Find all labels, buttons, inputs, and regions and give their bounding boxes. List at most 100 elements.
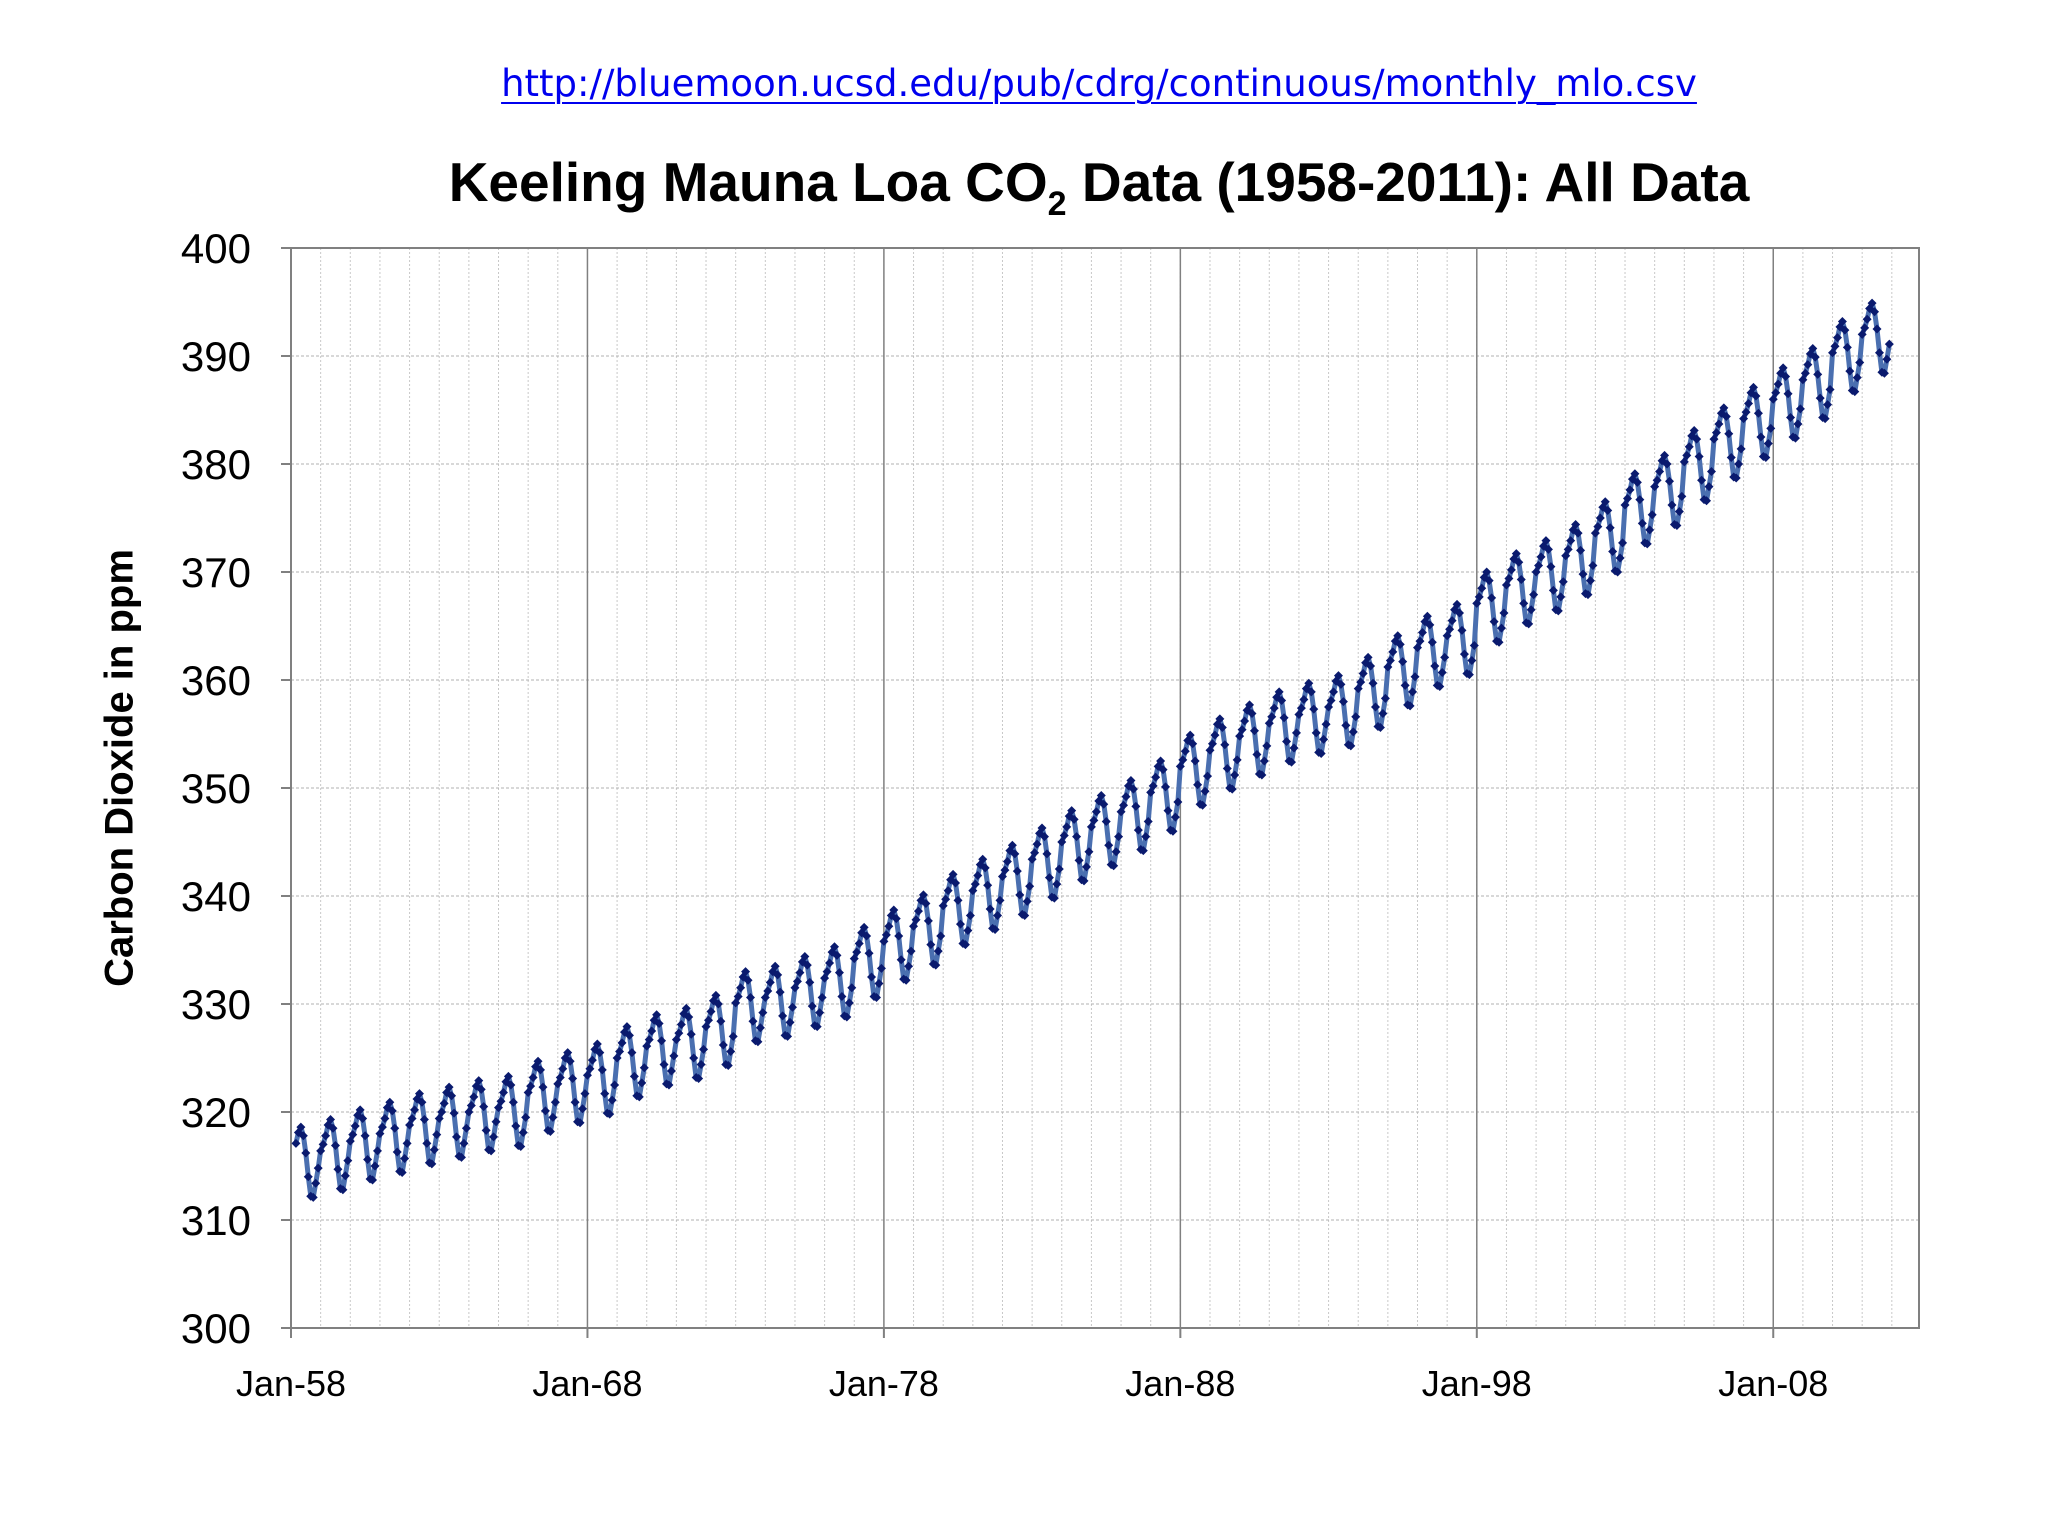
data-point bbox=[817, 993, 827, 1003]
data-point bbox=[1593, 522, 1603, 532]
data-point bbox=[533, 1056, 543, 1066]
data-point bbox=[1771, 388, 1781, 398]
data-point bbox=[1329, 687, 1339, 697]
data-point bbox=[1267, 712, 1277, 722]
data-point bbox=[308, 1192, 318, 1202]
data-point bbox=[1220, 740, 1230, 750]
data-point bbox=[871, 993, 881, 1003]
data-point bbox=[449, 1108, 459, 1118]
data-point bbox=[1506, 565, 1516, 575]
data-point bbox=[1630, 469, 1640, 479]
data-point bbox=[837, 991, 847, 1001]
data-point bbox=[1309, 704, 1319, 714]
data-point bbox=[503, 1071, 513, 1081]
data-point bbox=[1563, 544, 1573, 554]
data-point bbox=[1731, 473, 1741, 483]
data-point bbox=[1111, 847, 1121, 857]
data-point bbox=[429, 1145, 439, 1155]
data-point bbox=[1311, 728, 1321, 738]
data-point bbox=[1810, 352, 1820, 362]
data-point bbox=[1573, 528, 1583, 538]
data-point bbox=[506, 1080, 516, 1090]
data-point bbox=[743, 975, 753, 985]
data-point bbox=[1793, 419, 1803, 429]
data-point bbox=[1049, 893, 1059, 903]
data-point bbox=[607, 1095, 617, 1105]
data-point bbox=[1341, 720, 1351, 730]
data-point bbox=[622, 1022, 632, 1032]
data-point bbox=[684, 1012, 694, 1022]
data-point bbox=[795, 968, 805, 978]
data-point bbox=[1262, 741, 1272, 751]
data-point bbox=[479, 1102, 489, 1112]
data-point bbox=[1464, 670, 1474, 680]
data-point bbox=[605, 1109, 615, 1119]
data-point bbox=[1408, 687, 1418, 697]
y-tick-label: 330 bbox=[181, 981, 251, 1028]
data-point bbox=[1694, 451, 1704, 461]
data-point bbox=[301, 1148, 311, 1158]
data-point bbox=[1304, 678, 1314, 688]
data-point bbox=[664, 1080, 674, 1090]
data-point bbox=[313, 1163, 323, 1173]
source-link[interactable]: http://bluemoon.ucsd.edu/pub/cdrg/contin… bbox=[501, 62, 1697, 105]
data-point bbox=[978, 854, 988, 864]
data-point bbox=[696, 1059, 706, 1069]
data-point bbox=[1467, 656, 1477, 666]
data-point bbox=[1170, 812, 1180, 822]
data-point bbox=[1778, 363, 1788, 373]
data-point bbox=[1682, 450, 1692, 460]
data-point bbox=[1457, 625, 1467, 635]
data-point bbox=[1672, 521, 1682, 531]
data-point bbox=[380, 1113, 390, 1123]
data-point bbox=[326, 1115, 336, 1125]
data-point bbox=[1007, 840, 1017, 850]
data-point bbox=[1430, 661, 1440, 671]
data-point bbox=[1067, 806, 1077, 816]
data-point bbox=[736, 983, 746, 993]
data-point bbox=[965, 910, 975, 920]
data-point bbox=[419, 1115, 429, 1125]
data-point bbox=[1326, 696, 1336, 706]
data-point bbox=[918, 890, 928, 900]
data-point bbox=[518, 1128, 528, 1138]
data-point bbox=[1054, 864, 1064, 874]
chart-title-rest: Data (1958-2011): All Data bbox=[1066, 151, 1750, 213]
data-point bbox=[1099, 799, 1109, 809]
data-point bbox=[402, 1138, 412, 1148]
data-point bbox=[1417, 627, 1427, 637]
data-point bbox=[1207, 739, 1217, 749]
data-point bbox=[444, 1082, 454, 1092]
data-point bbox=[1435, 681, 1445, 691]
data-point bbox=[644, 1035, 654, 1045]
data-point bbox=[859, 922, 869, 932]
data-point bbox=[1697, 475, 1707, 485]
data-point bbox=[1249, 726, 1259, 736]
data-point bbox=[1748, 382, 1758, 392]
data-point bbox=[1042, 849, 1052, 859]
data-point bbox=[1721, 411, 1731, 421]
data-point bbox=[1499, 608, 1509, 618]
data-point bbox=[469, 1092, 479, 1102]
data-point bbox=[575, 1118, 585, 1128]
data-point bbox=[385, 1097, 395, 1107]
data-point bbox=[511, 1121, 521, 1131]
data-point bbox=[1741, 407, 1751, 417]
data-point bbox=[1534, 561, 1544, 571]
data-point bbox=[363, 1155, 373, 1165]
data-point bbox=[1188, 739, 1198, 749]
data-point bbox=[1667, 500, 1677, 510]
data-point bbox=[1141, 832, 1151, 842]
data-point bbox=[1319, 734, 1329, 744]
data-point bbox=[1511, 549, 1521, 559]
data-point bbox=[783, 1031, 793, 1041]
data-point bbox=[792, 976, 802, 986]
data-point bbox=[1163, 806, 1173, 816]
data-point bbox=[298, 1131, 308, 1141]
data-point bbox=[933, 946, 943, 956]
data-point bbox=[921, 899, 931, 909]
data-point bbox=[800, 951, 810, 961]
data-point bbox=[1576, 545, 1586, 555]
data-point bbox=[1168, 826, 1178, 836]
y-tick-label: 310 bbox=[181, 1197, 251, 1244]
